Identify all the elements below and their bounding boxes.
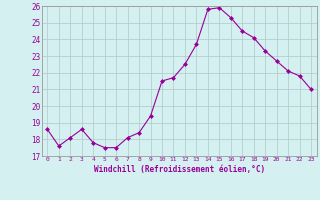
X-axis label: Windchill (Refroidissement éolien,°C): Windchill (Refroidissement éolien,°C): [94, 165, 265, 174]
